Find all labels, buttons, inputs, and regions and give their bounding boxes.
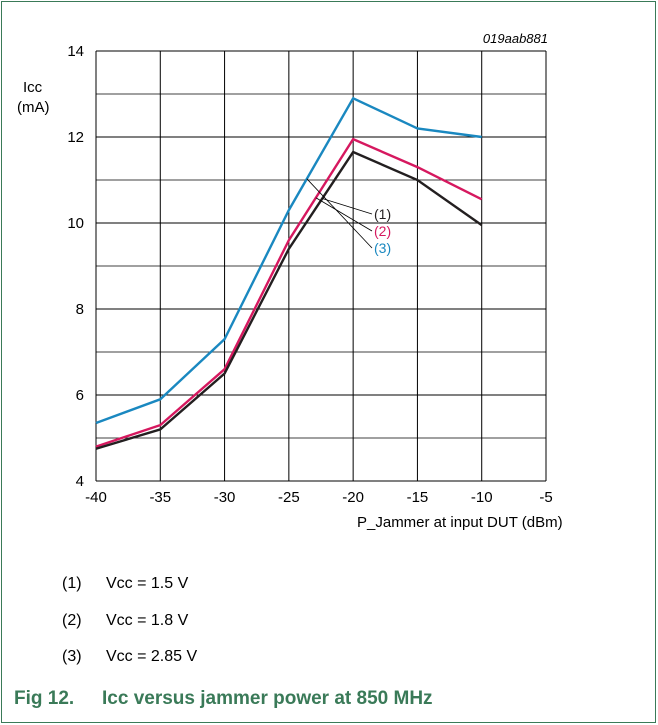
chart-grid: [95, 50, 547, 482]
callout-leader-1: [322, 198, 373, 215]
x-tick-label: -25: [278, 489, 300, 506]
legend-row-3: (3) Vcc = 2.85 V: [62, 648, 197, 666]
legend-text-1: Vcc = 1.5 V: [106, 575, 189, 592]
y-tick-label: 6: [76, 387, 84, 404]
figure-title: Icc versus jammer power at 850 MHz: [102, 688, 433, 709]
legend-text-3: Vcc = 2.85 V: [106, 648, 198, 665]
series-line-2: [95, 137, 483, 448]
figure-caption: Fig 12. Icc versus jammer power at 850 MH…: [14, 688, 433, 710]
y-tick-label: 10: [67, 215, 84, 232]
x-tick-label: -20: [342, 489, 364, 506]
callout-leader-3: [306, 178, 373, 249]
callout-label-2: (2): [374, 223, 391, 239]
x-tick-label: -10: [471, 489, 493, 506]
legend-num-1: (1): [62, 575, 82, 592]
x-tick-label: -30: [214, 489, 236, 506]
line-chart: -40 -35 -30 -25 -20 -15 -10 -5 4 6 8 10 12 14 (1)(2)(3…: [17, 31, 563, 531]
chart-labels: -40 -35 -30 -25 -20 -15 -10 -5 4 6 8 10 12 14 (1)(2)(3…: [67, 43, 552, 506]
y-axis-label-line1: Icc: [23, 79, 43, 96]
x-tick-label: -5: [539, 489, 552, 506]
legend-row-2: (2) Vcc = 1.8 V: [62, 612, 188, 630]
legend-num-3: (3): [62, 648, 82, 665]
callout-label-1: (1): [374, 206, 391, 222]
y-tick-label: 12: [67, 129, 84, 146]
series-line-1: [95, 150, 483, 450]
x-tick-label: -40: [85, 489, 107, 506]
x-axis-label: P_Jammer at input DUT (dBm): [357, 514, 563, 531]
series-line-3: [95, 96, 482, 425]
callout-label-3: (3): [374, 240, 391, 256]
y-tick-label: 8: [76, 301, 84, 318]
y-tick-label: 4: [76, 473, 84, 490]
y-tick-label: 14: [67, 43, 84, 60]
legend-row-1: (1) Vcc = 1.5 V: [62, 575, 188, 593]
x-tick-label: -15: [407, 489, 429, 506]
legend-text-2: Vcc = 1.8 V: [106, 612, 189, 629]
y-axis-label-line2: (mA): [17, 99, 50, 116]
legend-num-2: (2): [62, 612, 82, 629]
figure-id-label: 019aab881: [483, 31, 548, 46]
callout-leader-2: [315, 197, 373, 232]
figure-number: Fig 12.: [14, 688, 75, 709]
chart-series: [95, 96, 483, 450]
x-tick-label: -35: [149, 489, 171, 506]
